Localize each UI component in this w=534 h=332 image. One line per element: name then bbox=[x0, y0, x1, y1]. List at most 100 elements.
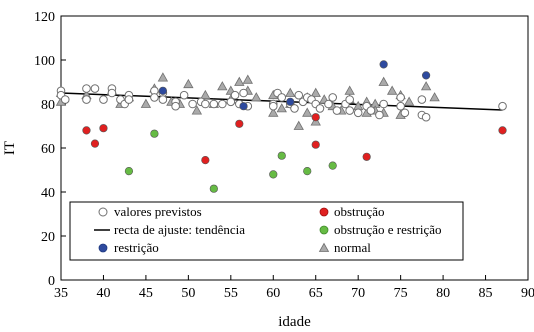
point-obstrucao-e-restricao bbox=[269, 170, 278, 179]
x-tick-label: 80 bbox=[436, 286, 450, 301]
point-obstrucao-e-restricao bbox=[303, 167, 312, 176]
point-valores-previstos bbox=[353, 108, 363, 118]
point-normal bbox=[386, 85, 398, 95]
point-valores-previstos bbox=[294, 90, 304, 100]
point-normal bbox=[140, 98, 152, 108]
point-obstrucao-e-restricao bbox=[150, 129, 159, 138]
x-tick-label: 35 bbox=[54, 286, 68, 301]
point-valores-previstos bbox=[268, 101, 278, 111]
point-valores-previstos bbox=[124, 95, 134, 104]
y-tick-label: 80 bbox=[41, 98, 55, 113]
legend-marker-obstrucao-e-restricao bbox=[319, 225, 329, 235]
point-valores-previstos bbox=[400, 108, 410, 118]
point-normal bbox=[429, 92, 440, 102]
point-valores-previstos bbox=[209, 99, 219, 109]
point-normal bbox=[276, 103, 287, 113]
point-valores-previstos bbox=[218, 99, 227, 109]
point-valores-previstos bbox=[396, 101, 405, 111]
point-valores-previstos bbox=[158, 95, 168, 104]
point-normal bbox=[420, 81, 432, 91]
point-restricao bbox=[379, 60, 388, 69]
x-tick-label: 60 bbox=[266, 286, 280, 301]
point-valores-previstos bbox=[366, 106, 376, 115]
legend-box bbox=[69, 201, 464, 261]
point-valores-previstos bbox=[375, 110, 384, 120]
point-obstrucao bbox=[498, 126, 507, 135]
point-valores-previstos bbox=[324, 99, 333, 109]
point-restricao bbox=[158, 86, 167, 95]
x-axis-title: idade bbox=[278, 314, 311, 330]
point-restricao bbox=[422, 71, 431, 80]
point-obstrucao bbox=[99, 124, 108, 133]
point-normal bbox=[200, 89, 211, 100]
point-valores-previstos bbox=[421, 112, 431, 122]
point-valores-previstos bbox=[230, 90, 240, 100]
point-valores-previstos bbox=[379, 99, 388, 109]
point-obstrucao bbox=[362, 152, 371, 161]
y-axis-title: IT bbox=[2, 141, 18, 155]
point-valores-previstos bbox=[345, 106, 354, 115]
point-normal bbox=[293, 120, 304, 130]
point-normal bbox=[403, 96, 415, 106]
point-valores-previstos bbox=[345, 95, 354, 104]
point-normal bbox=[302, 107, 313, 117]
legend-label-normal: normal bbox=[334, 240, 371, 255]
point-valores-previstos bbox=[107, 88, 117, 98]
point-valores-previstos bbox=[226, 97, 236, 107]
y-tick-label: 100 bbox=[34, 54, 55, 69]
y-tick-label: 60 bbox=[41, 142, 55, 157]
point-obstrucao-e-restricao bbox=[328, 161, 337, 170]
legend-marker-restricao bbox=[98, 243, 108, 253]
legend: valores previstos recta de ajuste: tendê… bbox=[69, 201, 464, 261]
point-normal bbox=[344, 85, 355, 95]
legend-marker-obstrucao bbox=[319, 207, 329, 217]
point-normal bbox=[310, 87, 321, 97]
y-tick-label: 40 bbox=[41, 186, 55, 201]
point-valores-previstos bbox=[82, 84, 91, 93]
point-normal bbox=[183, 78, 194, 89]
point-valores-previstos bbox=[315, 104, 325, 113]
point-normal bbox=[191, 105, 203, 115]
point-valores-previstos bbox=[171, 101, 180, 111]
point-normal bbox=[251, 92, 262, 102]
x-tick-label: 65 bbox=[309, 286, 323, 301]
point-valores-previstos bbox=[417, 95, 427, 104]
legend-label-obstrucao-e-restricao: obstrução e restrição bbox=[334, 222, 442, 237]
x-tick-label: 85 bbox=[479, 286, 493, 301]
point-obstrucao-e-restricao bbox=[209, 184, 218, 193]
point-valores-previstos bbox=[328, 93, 338, 102]
legend-marker-normal bbox=[318, 242, 330, 252]
point-normal bbox=[234, 76, 245, 86]
point-normal bbox=[285, 87, 296, 97]
point-valores-previstos bbox=[90, 84, 100, 93]
point-obstrucao bbox=[201, 156, 210, 165]
legend-label-valores-previstos: valores previstos bbox=[114, 204, 202, 219]
point-obstrucao-e-restricao bbox=[277, 151, 286, 160]
x-tick-label: 70 bbox=[351, 286, 365, 301]
point-valores-previstos bbox=[82, 95, 91, 104]
points-layer bbox=[55, 60, 507, 193]
x-tick-label: 75 bbox=[394, 286, 408, 301]
point-valores-previstos bbox=[498, 101, 507, 111]
point-valores-previstos bbox=[290, 104, 299, 113]
point-restricao bbox=[239, 102, 248, 111]
point-valores-previstos bbox=[201, 99, 210, 109]
point-obstrucao-e-restricao bbox=[124, 167, 134, 176]
point-normal bbox=[157, 72, 169, 82]
point-normal bbox=[378, 76, 389, 86]
y-tick-label: 120 bbox=[34, 10, 55, 25]
point-obstrucao bbox=[82, 126, 91, 135]
tick-labels: 35 40 45 50 55 60 65 70 75 80 85 90 0 20 40 60 80 100 120 bbox=[34, 10, 534, 301]
point-obstrucao bbox=[90, 139, 100, 148]
legend-label-obstrucao: obstrução bbox=[334, 204, 385, 219]
point-valores-previstos bbox=[99, 95, 108, 104]
point-normal bbox=[352, 100, 364, 111]
x-tick-label: 40 bbox=[96, 286, 110, 301]
point-valores-previstos bbox=[179, 90, 189, 100]
point-valores-previstos bbox=[150, 93, 159, 102]
point-obstrucao bbox=[311, 140, 320, 149]
legend-label-tendencia: recta de ajuste: tendência bbox=[114, 222, 245, 237]
legend-marker-valores-previstos bbox=[98, 207, 108, 217]
